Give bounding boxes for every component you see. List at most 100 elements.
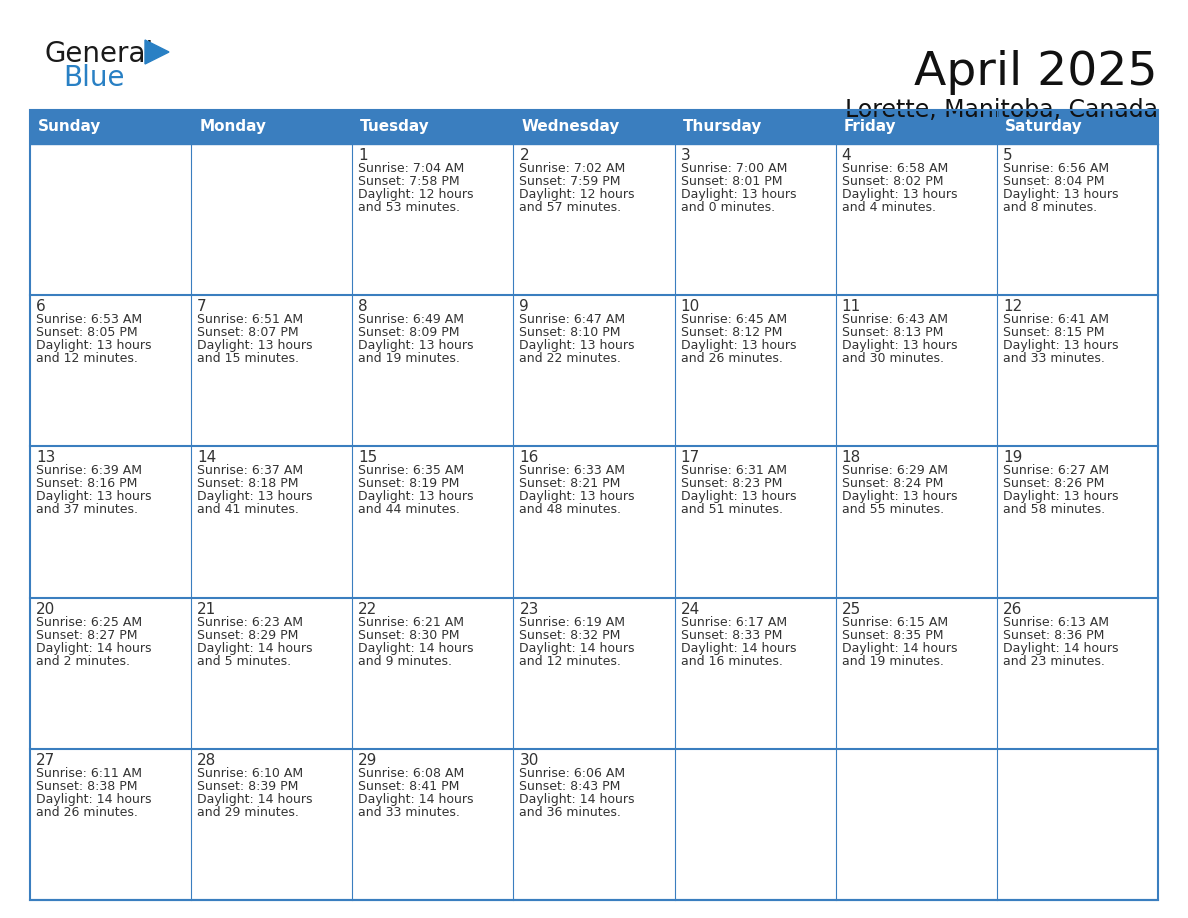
Text: 2: 2 bbox=[519, 148, 529, 163]
Text: Sunrise: 6:43 AM: Sunrise: 6:43 AM bbox=[842, 313, 948, 326]
Text: Daylight: 12 hours: Daylight: 12 hours bbox=[359, 188, 474, 201]
Text: and 36 minutes.: and 36 minutes. bbox=[519, 806, 621, 819]
Bar bbox=[191, 110, 353, 144]
Text: 29: 29 bbox=[359, 753, 378, 767]
Text: Sunset: 8:09 PM: Sunset: 8:09 PM bbox=[359, 326, 460, 339]
Text: 11: 11 bbox=[842, 299, 861, 314]
Polygon shape bbox=[145, 40, 169, 64]
Text: and 9 minutes.: and 9 minutes. bbox=[359, 655, 453, 667]
Text: and 5 minutes.: and 5 minutes. bbox=[197, 655, 291, 667]
Text: Sunset: 8:39 PM: Sunset: 8:39 PM bbox=[197, 779, 298, 793]
Text: Sunset: 8:16 PM: Sunset: 8:16 PM bbox=[36, 477, 138, 490]
Text: Sunset: 8:32 PM: Sunset: 8:32 PM bbox=[519, 629, 621, 642]
Text: and 4 minutes.: and 4 minutes. bbox=[842, 201, 936, 214]
Text: Daylight: 13 hours: Daylight: 13 hours bbox=[1003, 339, 1118, 353]
Text: Saturday: Saturday bbox=[1005, 119, 1082, 135]
Text: Sunrise: 6:51 AM: Sunrise: 6:51 AM bbox=[197, 313, 303, 326]
Text: Sunset: 8:23 PM: Sunset: 8:23 PM bbox=[681, 477, 782, 490]
Text: and 29 minutes.: and 29 minutes. bbox=[197, 806, 299, 819]
Text: and 22 minutes.: and 22 minutes. bbox=[519, 353, 621, 365]
Text: 28: 28 bbox=[197, 753, 216, 767]
Text: and 2 minutes.: and 2 minutes. bbox=[36, 655, 129, 667]
Text: Daylight: 14 hours: Daylight: 14 hours bbox=[359, 642, 474, 655]
Bar bbox=[675, 446, 835, 598]
Text: and 41 minutes.: and 41 minutes. bbox=[197, 503, 299, 517]
Text: Daylight: 14 hours: Daylight: 14 hours bbox=[1003, 642, 1118, 655]
Text: Daylight: 14 hours: Daylight: 14 hours bbox=[519, 793, 634, 806]
Text: April 2025: April 2025 bbox=[915, 50, 1158, 95]
Bar bbox=[835, 110, 997, 144]
Text: Daylight: 13 hours: Daylight: 13 hours bbox=[1003, 490, 1118, 503]
Text: Sunset: 8:30 PM: Sunset: 8:30 PM bbox=[359, 629, 460, 642]
Text: Sunset: 8:05 PM: Sunset: 8:05 PM bbox=[36, 326, 138, 339]
Text: 6: 6 bbox=[36, 299, 46, 314]
Text: Sunrise: 6:41 AM: Sunrise: 6:41 AM bbox=[1003, 313, 1108, 326]
Text: Sunrise: 6:06 AM: Sunrise: 6:06 AM bbox=[519, 767, 626, 779]
Text: Sunrise: 6:13 AM: Sunrise: 6:13 AM bbox=[1003, 616, 1108, 629]
Text: Daylight: 14 hours: Daylight: 14 hours bbox=[197, 642, 312, 655]
Text: General: General bbox=[45, 40, 154, 68]
Bar bbox=[513, 446, 675, 598]
Bar bbox=[353, 144, 513, 296]
Text: 27: 27 bbox=[36, 753, 56, 767]
Text: Daylight: 13 hours: Daylight: 13 hours bbox=[197, 339, 312, 353]
Text: Daylight: 13 hours: Daylight: 13 hours bbox=[842, 490, 958, 503]
Text: and 55 minutes.: and 55 minutes. bbox=[842, 503, 943, 517]
Text: Sunrise: 6:53 AM: Sunrise: 6:53 AM bbox=[36, 313, 143, 326]
Bar bbox=[997, 749, 1158, 900]
Bar bbox=[191, 749, 353, 900]
Text: Daylight: 13 hours: Daylight: 13 hours bbox=[519, 490, 634, 503]
Text: and 19 minutes.: and 19 minutes. bbox=[359, 353, 460, 365]
Bar bbox=[675, 144, 835, 296]
Text: Daylight: 13 hours: Daylight: 13 hours bbox=[681, 188, 796, 201]
Text: 17: 17 bbox=[681, 451, 700, 465]
Text: Sunrise: 6:25 AM: Sunrise: 6:25 AM bbox=[36, 616, 143, 629]
Text: 20: 20 bbox=[36, 601, 56, 617]
Text: and 16 minutes.: and 16 minutes. bbox=[681, 655, 783, 667]
Text: Sunset: 8:41 PM: Sunset: 8:41 PM bbox=[359, 779, 460, 793]
Text: Daylight: 13 hours: Daylight: 13 hours bbox=[197, 490, 312, 503]
Text: Sunset: 8:02 PM: Sunset: 8:02 PM bbox=[842, 175, 943, 188]
Text: Daylight: 14 hours: Daylight: 14 hours bbox=[519, 642, 634, 655]
Text: Sunset: 8:27 PM: Sunset: 8:27 PM bbox=[36, 629, 138, 642]
Bar bbox=[997, 598, 1158, 749]
Text: and 23 minutes.: and 23 minutes. bbox=[1003, 655, 1105, 667]
Text: Sunset: 8:36 PM: Sunset: 8:36 PM bbox=[1003, 629, 1104, 642]
Text: 26: 26 bbox=[1003, 601, 1022, 617]
Text: Sunset: 8:07 PM: Sunset: 8:07 PM bbox=[197, 326, 298, 339]
Text: and 26 minutes.: and 26 minutes. bbox=[36, 806, 138, 819]
Bar bbox=[30, 446, 191, 598]
Bar bbox=[997, 296, 1158, 446]
Text: 21: 21 bbox=[197, 601, 216, 617]
Bar bbox=[835, 296, 997, 446]
Text: 13: 13 bbox=[36, 451, 56, 465]
Text: Sunset: 7:59 PM: Sunset: 7:59 PM bbox=[519, 175, 621, 188]
Text: Sunset: 8:29 PM: Sunset: 8:29 PM bbox=[197, 629, 298, 642]
Bar bbox=[513, 110, 675, 144]
Text: 30: 30 bbox=[519, 753, 539, 767]
Text: Daylight: 14 hours: Daylight: 14 hours bbox=[197, 793, 312, 806]
Text: Friday: Friday bbox=[843, 119, 896, 135]
Text: Sunset: 8:01 PM: Sunset: 8:01 PM bbox=[681, 175, 782, 188]
Bar bbox=[835, 144, 997, 296]
Bar bbox=[191, 446, 353, 598]
Text: and 30 minutes.: and 30 minutes. bbox=[842, 353, 943, 365]
Text: Daylight: 12 hours: Daylight: 12 hours bbox=[519, 188, 634, 201]
Text: Daylight: 14 hours: Daylight: 14 hours bbox=[36, 642, 152, 655]
Text: Sunrise: 6:58 AM: Sunrise: 6:58 AM bbox=[842, 162, 948, 175]
Text: 3: 3 bbox=[681, 148, 690, 163]
Text: 10: 10 bbox=[681, 299, 700, 314]
Bar bbox=[675, 110, 835, 144]
Text: 25: 25 bbox=[842, 601, 861, 617]
Text: Blue: Blue bbox=[63, 64, 125, 92]
Text: Sunrise: 7:04 AM: Sunrise: 7:04 AM bbox=[359, 162, 465, 175]
Text: Sunset: 8:26 PM: Sunset: 8:26 PM bbox=[1003, 477, 1104, 490]
Text: 16: 16 bbox=[519, 451, 539, 465]
Text: Daylight: 13 hours: Daylight: 13 hours bbox=[842, 188, 958, 201]
Text: Sunrise: 6:56 AM: Sunrise: 6:56 AM bbox=[1003, 162, 1108, 175]
Text: Sunset: 8:13 PM: Sunset: 8:13 PM bbox=[842, 326, 943, 339]
Bar bbox=[353, 110, 513, 144]
Bar bbox=[513, 144, 675, 296]
Text: 14: 14 bbox=[197, 451, 216, 465]
Text: Sunset: 8:33 PM: Sunset: 8:33 PM bbox=[681, 629, 782, 642]
